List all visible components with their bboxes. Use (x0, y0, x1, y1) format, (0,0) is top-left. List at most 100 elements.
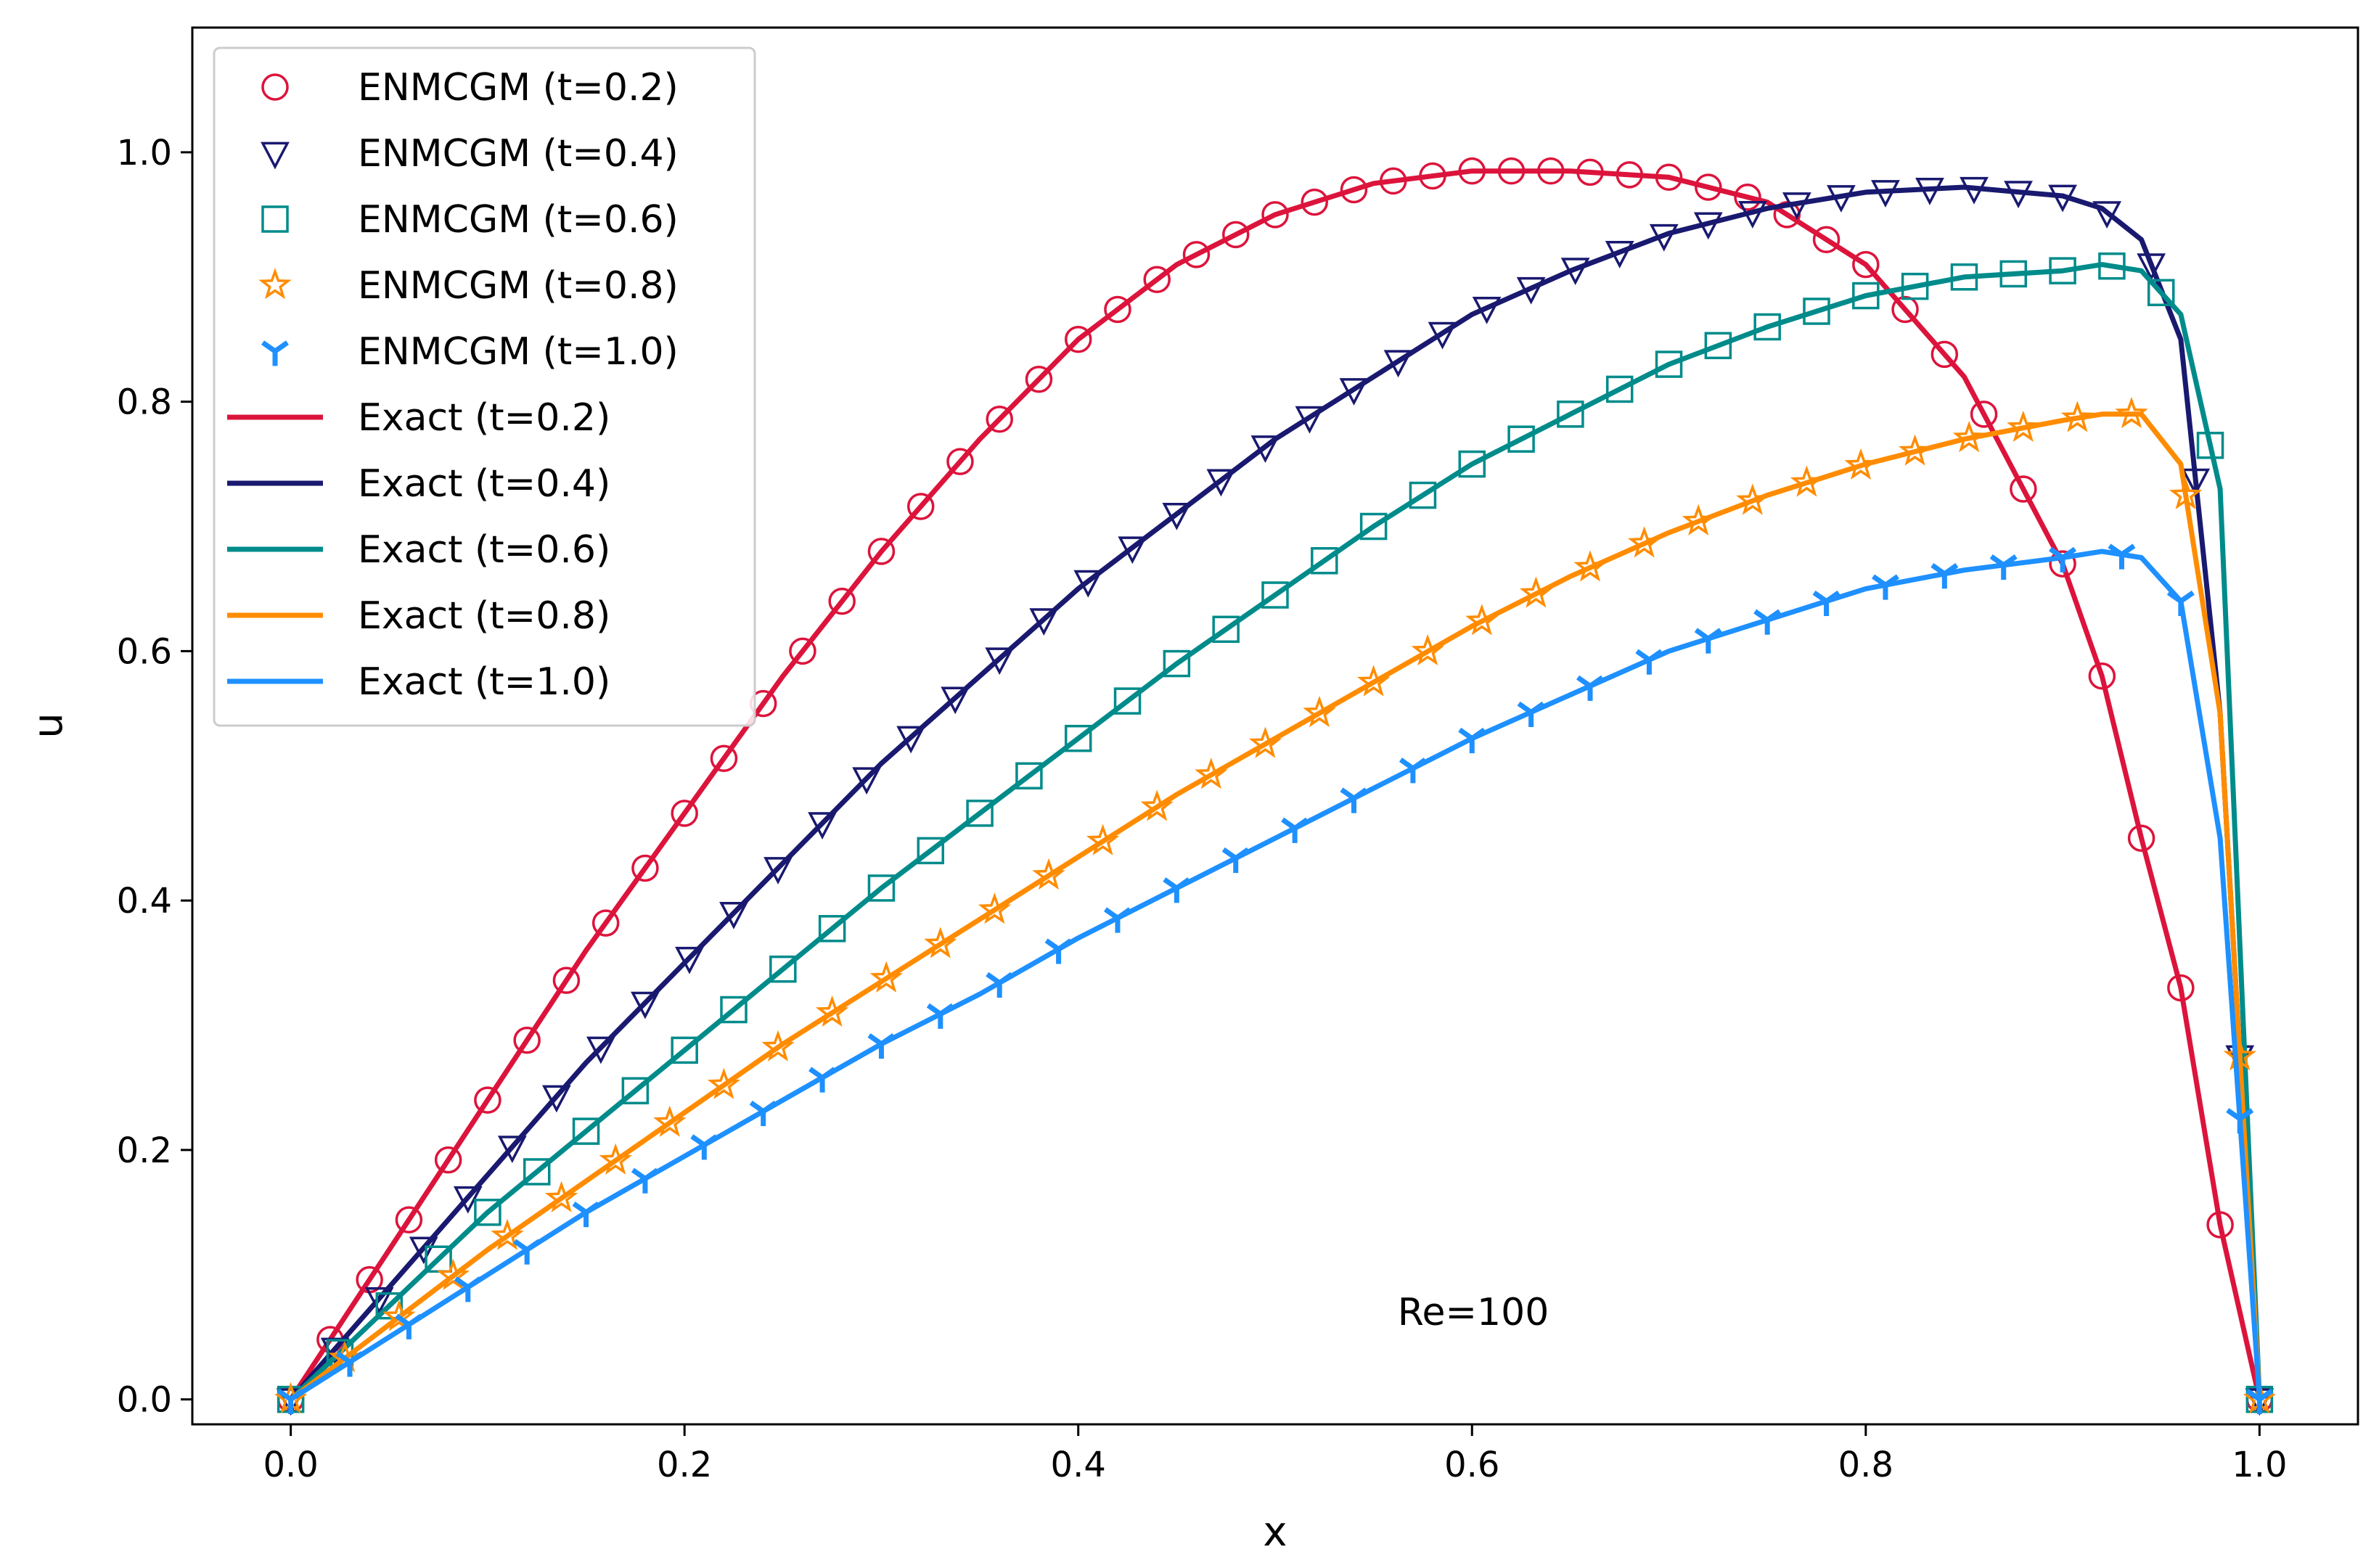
data-point (1930, 340, 1959, 369)
data-point (544, 1181, 578, 1212)
data-point (1419, 162, 1446, 190)
legend-marker-t=0.4 (261, 141, 290, 170)
data-point (1930, 563, 1959, 589)
data-point (1790, 465, 1824, 497)
data-point (491, 1218, 524, 1250)
data-point (2048, 184, 2077, 213)
data-point (1032, 858, 1065, 890)
data-point (552, 966, 581, 994)
data-point (1104, 295, 1131, 324)
data-point (364, 1287, 394, 1315)
data-point (671, 1036, 698, 1064)
data-point (985, 647, 1015, 676)
data-point (375, 1292, 404, 1320)
data-point (1560, 258, 1590, 286)
legend-label: ENMCGM (t=0.4) (358, 132, 679, 176)
data-point (867, 538, 896, 565)
data-point (2092, 201, 2122, 229)
data-point (1458, 157, 1486, 185)
legend-marker-t=0.6 (261, 205, 289, 233)
data-point (1898, 434, 1932, 466)
data-point (1073, 570, 1103, 598)
data-point (631, 1167, 659, 1194)
data-point (1655, 163, 1683, 191)
data-point (1844, 448, 1878, 480)
data-point (1465, 604, 1499, 636)
x-tick-label: 0.4 (1051, 1445, 1106, 1485)
legend-box (213, 46, 756, 727)
data-point (513, 1239, 541, 1265)
data-point (1015, 762, 1043, 789)
data-point (2049, 257, 2076, 284)
data-point (2060, 401, 2095, 432)
series-t=0.6 (277, 252, 2274, 1413)
series-t=0.2 (277, 157, 2274, 1413)
legend-label: Exact (t=0.8) (358, 594, 610, 638)
data-point (1261, 201, 1289, 229)
data-point (586, 1036, 615, 1064)
data-point (541, 1085, 571, 1113)
data-point (852, 767, 882, 795)
y-tick-label: 0.0 (117, 1380, 172, 1421)
legend-label: ENMCGM (t=0.6) (358, 198, 679, 242)
data-point (2223, 1039, 2256, 1071)
legend-label: Exact (t=0.2) (358, 396, 610, 440)
data-point (474, 1086, 501, 1114)
data-point (1339, 378, 1369, 406)
data-point (1221, 847, 1250, 874)
legend: ENMCGM (t=0.2) ENMCGM (t=0.4) ENMCGM (t=0.… (213, 46, 756, 727)
data-point (1576, 158, 1604, 186)
series-layer (274, 157, 2276, 1416)
data-point (653, 1105, 687, 1137)
data-point (675, 946, 704, 974)
plot-frame (191, 26, 2359, 1426)
legend-label: ENMCGM (t=0.8) (358, 264, 679, 308)
data-point (2169, 477, 2203, 509)
data-point (523, 1158, 551, 1186)
data-point (2196, 432, 2224, 459)
data-point (1682, 504, 1715, 536)
data-point (1517, 701, 1545, 727)
data-point (572, 1117, 600, 1145)
data-point (1803, 297, 1830, 325)
data-point (1616, 161, 1644, 189)
data-point (1970, 401, 1998, 428)
data-point (591, 909, 620, 937)
data-point (1635, 649, 1663, 675)
data-point (707, 1067, 741, 1099)
data-point (2206, 1211, 2234, 1239)
x-tick-label: 0.2 (657, 1445, 712, 1485)
data-point (2098, 252, 2126, 280)
data-point (749, 1100, 777, 1126)
x-axis-ticks: 0.0 0.2 0.4 0.6 0.8 1.0 (263, 1424, 2288, 1485)
data-point (946, 448, 974, 475)
data-point (1044, 938, 1073, 964)
data-point (1605, 241, 1634, 268)
data-point (1411, 633, 1444, 666)
data-point (1694, 628, 1722, 654)
data-point (1261, 581, 1289, 609)
data-point (1399, 758, 1427, 784)
data-point (769, 955, 797, 983)
data-point (1295, 406, 1324, 434)
legend-label: Exact (t=1.0) (358, 660, 610, 704)
data-point (1029, 608, 1059, 636)
data-point (867, 874, 896, 902)
data-point (1891, 295, 1919, 324)
data-point (986, 972, 1014, 998)
data-point (2010, 475, 2037, 503)
data-point (1143, 266, 1171, 293)
data-point (434, 1146, 462, 1174)
data-point (1458, 450, 1486, 478)
data-point (1693, 212, 1723, 240)
data-point (631, 991, 660, 1019)
exact-line-t=0.6 (289, 262, 2262, 1402)
legend-marker-t=1.0 (261, 340, 290, 366)
data-point (631, 854, 659, 882)
data-point (1649, 223, 1679, 252)
x-tick-label: 0.0 (263, 1445, 318, 1485)
data-point (1025, 365, 1053, 393)
y-tick-label: 1.0 (117, 133, 172, 173)
data-point (1428, 321, 1457, 350)
data-point (1380, 167, 1407, 195)
